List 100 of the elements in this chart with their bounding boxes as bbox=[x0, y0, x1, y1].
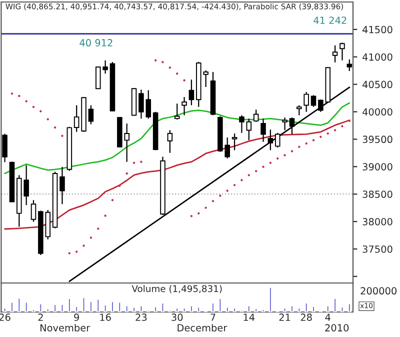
y-tick-label: 39500 bbox=[362, 136, 392, 144]
candlestick bbox=[282, 116, 288, 131]
bar bbox=[32, 308, 36, 312]
candlestick bbox=[74, 104, 80, 132]
candlestick bbox=[310, 94, 316, 108]
candlestick bbox=[346, 58, 352, 72]
bar bbox=[24, 301, 28, 312]
bar bbox=[304, 302, 308, 312]
x-tick-label: 16 bbox=[100, 314, 111, 321]
bar bbox=[74, 306, 78, 312]
bar bbox=[182, 307, 186, 312]
point bbox=[111, 198, 114, 202]
x-tick-label: 9 bbox=[74, 314, 79, 321]
bar bbox=[232, 307, 236, 312]
point bbox=[32, 106, 35, 108]
candlestick bbox=[253, 109, 259, 122]
line-series bbox=[4, 102, 350, 174]
bar bbox=[340, 306, 344, 312]
bar bbox=[38, 302, 42, 312]
bar bbox=[110, 300, 114, 312]
bar bbox=[297, 307, 301, 312]
candlestick bbox=[30, 200, 36, 222]
y-tick-label: 41500 bbox=[362, 26, 392, 34]
bar bbox=[261, 308, 266, 312]
annotation: 41 242 bbox=[314, 16, 346, 24]
y-tick-label: 38000 bbox=[362, 218, 392, 226]
bar bbox=[104, 304, 108, 312]
point bbox=[54, 126, 56, 129]
x-tick-label: 23 bbox=[136, 314, 147, 321]
x-tick-label: 30 bbox=[172, 314, 183, 321]
bar bbox=[17, 297, 21, 312]
bar bbox=[348, 302, 352, 312]
candlestick bbox=[268, 128, 274, 151]
y-tick-label: 39000 bbox=[362, 163, 392, 170]
bar bbox=[190, 304, 194, 312]
y-tick-label: 40500 bbox=[362, 80, 392, 88]
annotation: 40 912 bbox=[80, 39, 112, 46]
x-tick-label: 2 bbox=[38, 314, 43, 321]
point bbox=[212, 200, 214, 202]
bar bbox=[211, 302, 215, 312]
candlestick bbox=[289, 116, 295, 135]
candlestick bbox=[232, 132, 238, 151]
candlestick bbox=[167, 130, 173, 154]
x-tick-label: 4 bbox=[325, 314, 330, 321]
candlestick bbox=[246, 118, 252, 141]
candlestick bbox=[260, 118, 266, 142]
text: December bbox=[178, 324, 228, 332]
text: November bbox=[40, 324, 90, 332]
candlestick bbox=[188, 79, 194, 106]
y-tick-label: 38500 bbox=[362, 190, 392, 198]
bar bbox=[254, 308, 258, 312]
candlestick bbox=[296, 104, 302, 116]
candlestick bbox=[2, 133, 8, 163]
point bbox=[233, 184, 236, 186]
bar bbox=[68, 298, 72, 312]
bar bbox=[226, 306, 230, 312]
bar bbox=[139, 304, 143, 312]
text: 200000 bbox=[360, 287, 397, 295]
candlestick bbox=[332, 44, 338, 63]
candlestick bbox=[60, 166, 65, 205]
chart-title: Volume (1,495,831) bbox=[132, 285, 222, 294]
x-tick-label: 7 bbox=[210, 314, 216, 321]
bar bbox=[290, 304, 294, 312]
bar bbox=[132, 306, 136, 312]
bar bbox=[46, 308, 50, 312]
text: 2010 bbox=[325, 324, 349, 332]
y-tick-label: 41000 bbox=[362, 53, 392, 61]
candlestick bbox=[182, 96, 187, 116]
x-tick-label: 21 bbox=[279, 314, 290, 321]
bar bbox=[283, 307, 287, 312]
bar bbox=[89, 300, 93, 312]
candlestick bbox=[340, 42, 345, 61]
bar bbox=[154, 306, 158, 312]
candlestick bbox=[88, 104, 94, 125]
candlestick bbox=[239, 114, 244, 134]
x-tick-label: 28 bbox=[300, 314, 312, 321]
bar bbox=[268, 286, 272, 312]
bar bbox=[333, 297, 337, 312]
bar bbox=[96, 298, 100, 312]
bar bbox=[175, 307, 179, 312]
bar bbox=[326, 304, 330, 312]
point bbox=[190, 214, 193, 218]
candlestick bbox=[304, 91, 309, 112]
bar bbox=[218, 298, 222, 312]
bar bbox=[60, 304, 64, 312]
x-tick-label: 14 bbox=[244, 314, 255, 321]
bar bbox=[160, 302, 165, 312]
bar bbox=[312, 306, 316, 312]
candlestick bbox=[274, 132, 280, 148]
bar bbox=[247, 304, 251, 312]
line-series bbox=[4, 120, 350, 230]
bar bbox=[118, 301, 122, 312]
y-tick-label: 37500 bbox=[362, 245, 392, 253]
bar bbox=[10, 301, 14, 312]
bar bbox=[3, 307, 7, 312]
bar bbox=[196, 306, 200, 312]
bar bbox=[53, 304, 57, 312]
bar bbox=[125, 304, 129, 312]
bar bbox=[82, 296, 86, 312]
y-tick-label: 40000 bbox=[362, 108, 392, 116]
